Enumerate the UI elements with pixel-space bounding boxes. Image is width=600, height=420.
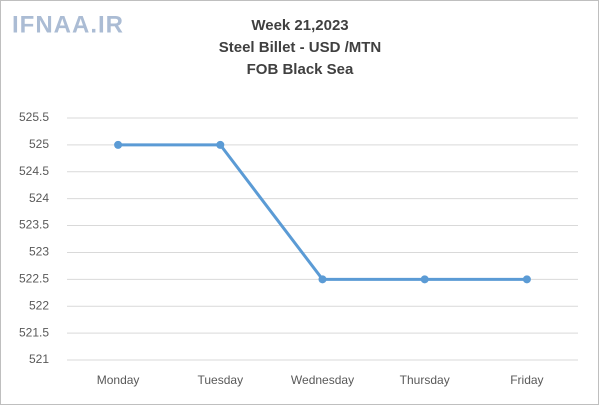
y-tick-label: 525.5 (19, 110, 49, 124)
x-tick-label: Monday (97, 373, 140, 387)
x-tick-label: Thursday (400, 373, 450, 387)
chart-title: Week 21,2023 (251, 17, 348, 34)
marker (420, 275, 429, 284)
marker (216, 140, 225, 149)
y-tick-label: 523.5 (19, 218, 49, 232)
x-tick-label: Tuesday (198, 373, 244, 387)
y-tick-label: 525 (29, 137, 49, 151)
y-tick-label: 521.5 (19, 325, 49, 339)
watermark: IFNAA.IR (12, 11, 124, 38)
chart-title: Steel Billet - USD /MTN (219, 39, 382, 56)
x-tick-label: Wednesday (291, 373, 354, 387)
y-tick-label: 522 (29, 298, 49, 312)
y-tick-label: 524 (29, 191, 49, 205)
marker (522, 275, 531, 284)
y-tick-label: 524.5 (19, 164, 49, 178)
y-tick-label: 522.5 (19, 272, 49, 286)
marker (114, 140, 123, 149)
y-tick-label: 523 (29, 245, 49, 259)
y-tick-label: 521 (29, 352, 49, 366)
chart-title: FOB Black Sea (247, 61, 354, 78)
x-tick-label: Friday (510, 373, 543, 387)
frame (0, 0, 599, 405)
marker (318, 275, 327, 284)
